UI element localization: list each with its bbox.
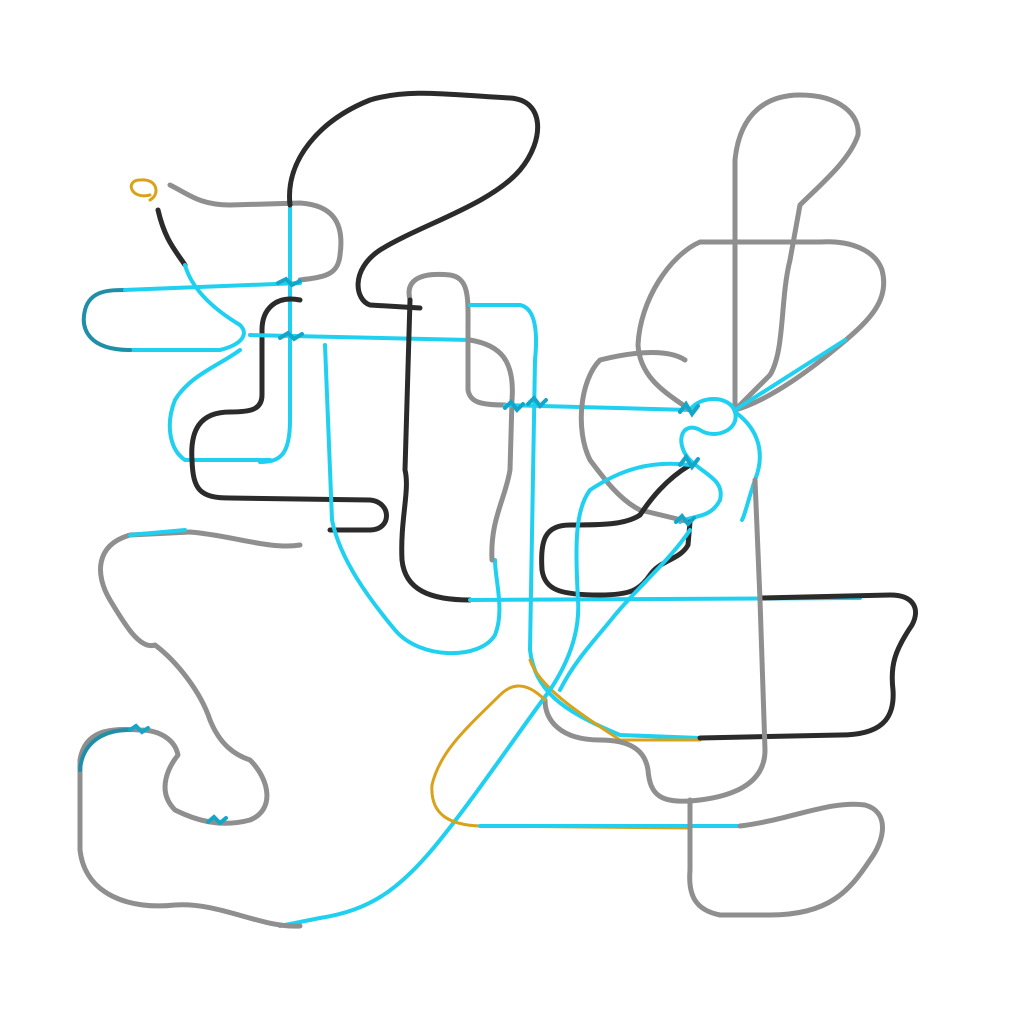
strand-left-big-loop [77,529,303,929]
strand-top-left-down [155,207,188,268]
strand-left-cyan-accent [128,528,187,537]
strand-top-arc [287,90,541,311]
helix-9 [206,814,228,826]
strand-left-cyan [128,263,246,352]
strand-backbone-upper [503,403,692,412]
strand-mid-loop-lower [539,462,693,598]
helix-4 [526,394,548,410]
strand-right-arc [635,239,887,413]
strand-bottom-left-teal [78,728,132,772]
strand-vertical-center [258,203,292,464]
strand-top-left [167,182,344,283]
helix-6 [678,453,700,471]
strand-lower-right-loop [687,797,885,918]
strand-long-diagonal [278,461,692,928]
strand-right-top-loop [732,92,861,413]
helix-markers [128,276,700,826]
strand-diag-cyan-2 [558,528,692,692]
strand-right-vertical [542,477,768,804]
helix-1 [276,276,302,288]
strand-center-vertical [468,303,702,740]
strand-gold-track [528,658,702,742]
helix-5 [678,400,700,418]
strand-knot-loop [678,397,738,524]
strand-left-lower [167,348,272,462]
strand-right-of-mid [467,337,515,563]
lower-region [77,528,885,929]
strand-right-cyan-diag [733,338,847,412]
helix-7 [674,512,696,528]
strand-backbone-right [697,592,918,741]
strand-left-horizontal [123,281,302,292]
helix-2 [278,330,304,342]
strand-hairpin-left [406,271,508,408]
center-backbone [468,403,918,741]
strand-descending-cyan [323,343,502,656]
strand-inner-loop [189,296,389,533]
strand-left-loop [81,288,132,352]
right-cluster [278,92,887,928]
helix-8 [128,723,150,735]
strand-gold-loop [430,684,692,830]
strand-vertical-mid [399,297,473,603]
start-coil [129,178,158,202]
strand-mid-loop-left [578,350,693,525]
helix-3 [503,398,525,414]
upper-left-loops [81,90,541,533]
